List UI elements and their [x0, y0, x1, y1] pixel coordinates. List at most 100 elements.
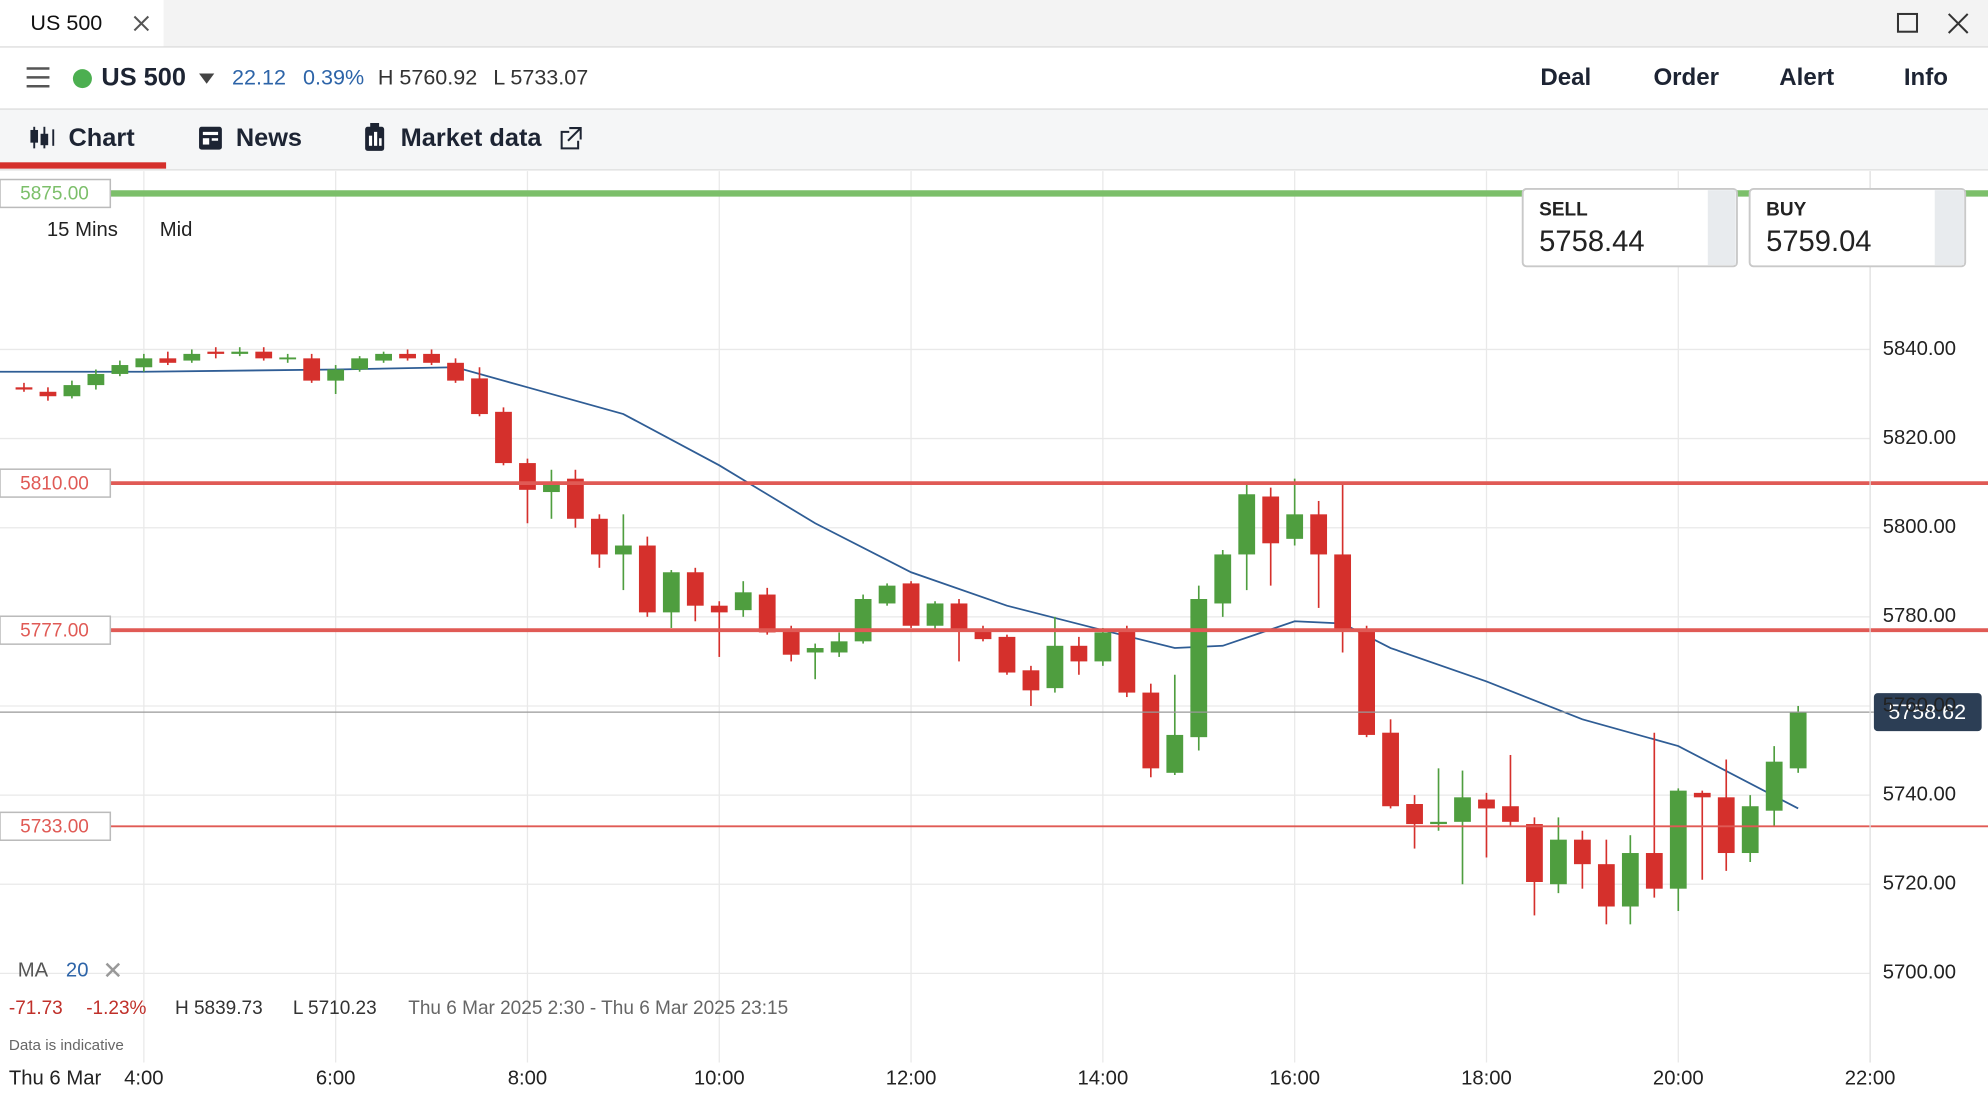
active-tab-indicator [0, 162, 167, 169]
market-data-tab-icon [365, 123, 385, 151]
candle-body [279, 357, 297, 360]
x-tick-label: 8:00 [508, 1067, 547, 1089]
candle-body [1334, 554, 1352, 631]
candle-body [1406, 804, 1423, 825]
candle-body [423, 353, 440, 363]
sell-box[interactable]: SELL 5758.44 [1521, 187, 1738, 268]
sell-label: SELL [1539, 199, 1588, 220]
candle-body [183, 353, 201, 361]
date-label: Thu 6 Mar [9, 1067, 102, 1089]
x-tick-label: 4:00 [124, 1067, 163, 1089]
last-price-label: 5758.62 [1888, 699, 1966, 724]
buy-box[interactable]: BUY 5759.04 [1748, 187, 1967, 268]
candle-body [1286, 514, 1304, 539]
x-tick-label: 12:00 [886, 1067, 937, 1089]
candle-body [638, 545, 656, 613]
candle-body [1526, 824, 1543, 882]
axes: 5700.00 5720.00 5740.00 5760.00 5780.00 5800.… [124, 171, 1956, 1089]
news-tab-icon [199, 126, 222, 150]
candle-body [1741, 806, 1759, 854]
market-name[interactable]: US 500 [101, 63, 186, 91]
candle-body [1022, 670, 1040, 691]
candle-body [1478, 799, 1495, 809]
candle-body [950, 603, 968, 631]
candle-body [1166, 734, 1184, 773]
candle-body [327, 369, 345, 381]
level-label: 5810.00 [20, 473, 89, 494]
ma-period: 20 [66, 960, 89, 982]
price-type[interactable]: Mid [160, 219, 193, 241]
menu-icon[interactable] [26, 67, 50, 88]
candle-body [1645, 853, 1663, 889]
moving-average [0, 366, 1799, 810]
candle-body [231, 351, 249, 354]
window-tab[interactable] [0, 0, 164, 47]
candle-body [159, 358, 177, 363]
disclaimer: Data is indicative [9, 1037, 124, 1054]
action-info[interactable]: Info [1904, 64, 1948, 91]
x-tick-label: 10:00 [694, 1067, 745, 1089]
x-tick-label: 16:00 [1269, 1067, 1320, 1089]
y-tick-label: 5780.00 [1883, 605, 1956, 627]
window-tab-title: US 500 [30, 10, 102, 35]
market-dropdown[interactable] [199, 73, 215, 84]
candle-body [662, 572, 680, 613]
candle-body [614, 545, 632, 555]
candle-body [567, 478, 584, 519]
tab-news[interactable]: News [236, 124, 302, 152]
candle-body [1669, 790, 1687, 889]
maximize-icon[interactable] [1896, 12, 1919, 33]
close-tab-icon[interactable] [133, 15, 150, 32]
candle-body [1358, 630, 1375, 735]
y-tick-label: 5720.00 [1883, 873, 1956, 895]
candle-body [830, 641, 848, 653]
level-label-box [0, 178, 112, 209]
candle-body [1214, 554, 1232, 604]
candle-body [1789, 712, 1807, 769]
candle-body [1382, 732, 1399, 807]
sell-price: 5758.44 [1539, 226, 1644, 258]
candle-body [686, 572, 704, 606]
tab-chart[interactable]: Chart [68, 124, 135, 152]
candle-body [543, 483, 560, 493]
candle-body [1502, 806, 1519, 822]
chart-tab-icon [30, 126, 55, 149]
candle-body [63, 385, 81, 397]
candle-body [351, 358, 369, 370]
candle-body [998, 636, 1016, 673]
candle-body [15, 387, 33, 390]
y-tick-label: 5760.00 [1883, 694, 1956, 716]
market-status-dot [72, 69, 92, 89]
candle-body [926, 603, 944, 626]
action-order[interactable]: Order [1653, 64, 1719, 91]
candle-body [902, 583, 920, 626]
y-tick-label: 5800.00 [1883, 516, 1956, 538]
y-tick-label: 5820.00 [1883, 427, 1956, 449]
candle-body [878, 585, 896, 604]
level-label-box [0, 615, 112, 645]
candle-body [519, 463, 536, 490]
interval[interactable]: 15 Mins [47, 219, 118, 241]
level-label-box [0, 468, 112, 498]
candle-body [1070, 645, 1088, 662]
candle-body [1693, 792, 1711, 798]
candle-body [1142, 692, 1160, 769]
candle-body [111, 365, 129, 374]
period-change-percent: -1.23% [86, 998, 146, 1019]
tab-market-data[interactable]: Market data [401, 124, 543, 152]
change: 22.12 [232, 64, 286, 89]
price-levels: 5875.00 5810.00 5777.00 5733.00 5758.62 [0, 178, 1988, 841]
candle-body [207, 351, 225, 354]
candle-body [782, 630, 800, 655]
candle-body [1262, 496, 1280, 544]
candle-body [1094, 632, 1112, 662]
content-tabs [0, 109, 1988, 170]
action-alert[interactable]: Alert [1779, 64, 1834, 91]
remove-ma-icon[interactable] [105, 962, 121, 978]
action-deal[interactable]: Deal [1540, 64, 1591, 91]
candle-body [1597, 864, 1615, 907]
y-tick-label: 5740.00 [1883, 783, 1956, 805]
ma-label: MA [18, 960, 49, 982]
close-window-icon[interactable] [1947, 13, 1969, 34]
